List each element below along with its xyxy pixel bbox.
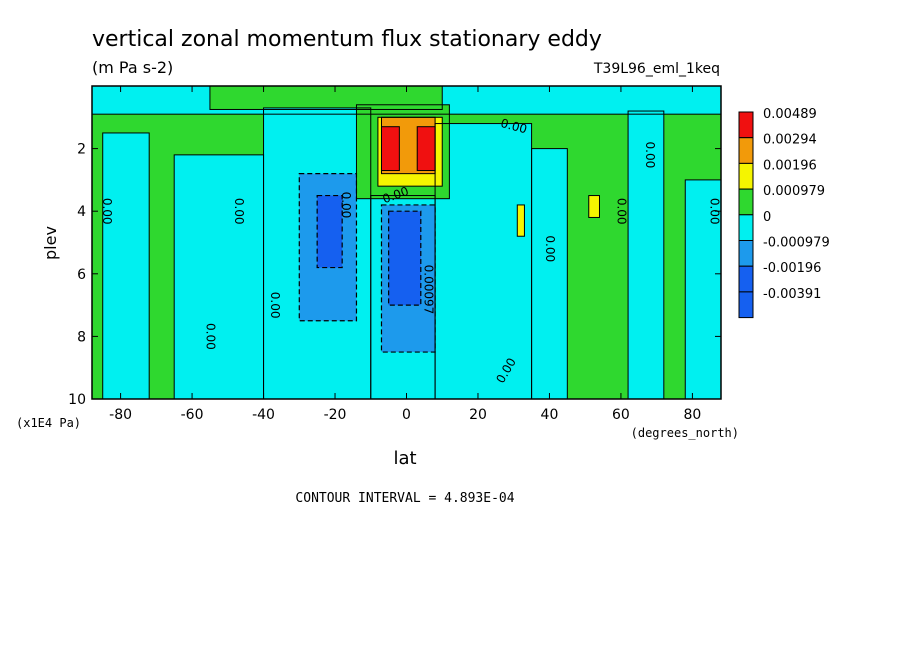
y-axis: 2 4 6 8 10 <box>68 142 721 408</box>
legend-label-6: -0.00196 <box>763 261 821 276</box>
contour-label-6: 0.00 <box>707 198 721 225</box>
contour-label-7: 0.00 <box>614 198 628 225</box>
contour-label-3: 0.00 <box>232 198 246 225</box>
contour-line-15 <box>355 104 450 200</box>
contour-line-11 <box>298 173 358 322</box>
y-tick-label-3: 8 <box>77 329 86 345</box>
field-cell-20 <box>517 204 525 237</box>
contour-line-14 <box>388 210 422 306</box>
field-cell-9 <box>628 111 664 399</box>
contour-line-13 <box>316 194 343 269</box>
legend-swatch-0 <box>738 111 754 139</box>
contour-label-11: 0.00 <box>203 323 217 350</box>
legend-swatch-6 <box>738 265 754 293</box>
x-axis: -80 -60 -40 -20 0 20 40 60 80 <box>109 86 701 423</box>
x-tick-label-8: 80 <box>683 407 701 423</box>
contour-line-18 <box>380 126 400 172</box>
legend-swatch-3 <box>738 188 754 216</box>
x-tick-label-2: -40 <box>252 407 275 423</box>
field-cell-2 <box>209 86 443 110</box>
x-tick-label-6: 40 <box>541 407 559 423</box>
y-tick-label-0: 2 <box>77 142 86 158</box>
legend-label-7: -0.00391 <box>763 287 821 302</box>
x-tick-label-7: 60 <box>612 407 630 423</box>
contour-label-2: 0.00 <box>100 198 114 225</box>
legend-label-0: 0.00489 <box>763 107 817 122</box>
x-tick-label-3: -20 <box>324 407 347 423</box>
contour-line-21 <box>588 195 600 218</box>
contour-label-0: 0.00 <box>499 116 528 136</box>
field-cell-21 <box>588 195 600 218</box>
legend-label-4: 0 <box>763 210 771 225</box>
contour-line-19 <box>416 126 436 172</box>
legend-swatch-4 <box>738 214 754 242</box>
field-cell-10 <box>685 179 721 399</box>
y-axis-label: plev <box>41 226 60 260</box>
field-cell-3 <box>102 132 150 399</box>
legend-swatch-1 <box>738 137 754 164</box>
x-tick-label-1: -60 <box>181 407 204 423</box>
legend: 0.00489 0.00294 0.00196 0.000979 0 -0.000979 -… <box>738 107 830 319</box>
contour-label-8: 0.00 <box>543 235 557 262</box>
field-cells <box>92 86 721 399</box>
field-cell-4 <box>174 154 264 399</box>
contour-line-20 <box>516 204 525 237</box>
field-cell-19 <box>417 126 436 171</box>
contour-label-1: 0.00 <box>643 142 657 169</box>
units-label: (m Pa s-2) <box>92 58 173 77</box>
legend-label-5: -0.000979 <box>763 236 830 251</box>
contour-label-10: 0.00 <box>268 292 282 319</box>
x-tick-label-0: -80 <box>109 407 132 423</box>
legend-label-1: 0.00294 <box>763 133 817 148</box>
y-tick-label-4: 10 <box>68 392 86 408</box>
field-cell-14 <box>388 211 421 306</box>
contour-interval-note: CONTOUR INTERVAL = 4.893E-04 <box>295 491 514 506</box>
run-label: T39L96_eml_1keq <box>593 61 720 77</box>
chart-title: vertical zonal momentum flux stationary … <box>92 27 602 52</box>
field-cell-7 <box>435 123 532 399</box>
legend-swatch-2 <box>738 162 754 190</box>
legend-swatch-5 <box>738 240 754 267</box>
x-tick-label-4: 0 <box>402 407 411 423</box>
x-tick-label-5: 20 <box>469 407 487 423</box>
y-tick-label-1: 4 <box>77 204 86 220</box>
y-tick-label-2: 6 <box>77 267 86 283</box>
legend-swatch-7 <box>738 291 754 319</box>
x-axis-label: lat <box>393 448 416 469</box>
x-axis-units: (degrees_north) <box>631 426 739 440</box>
field-cell-8 <box>531 148 568 399</box>
plot-area: 0.00 0.00 0.00 0.00 0.00 0.00 0.00 0.00 0.00 0.00… <box>91 85 722 400</box>
legend-label-2: 0.00196 <box>763 158 817 173</box>
contour-label-9: 0.00097 <box>421 265 435 315</box>
contour-line-12 <box>380 204 436 353</box>
y-axis-units: (x1E4 Pa) <box>16 416 81 430</box>
field-cell-13 <box>317 195 343 268</box>
legend-label-3: 0.000979 <box>763 184 825 199</box>
field-cell-18 <box>381 126 400 171</box>
contour-label-4: 0.00 <box>339 192 353 219</box>
